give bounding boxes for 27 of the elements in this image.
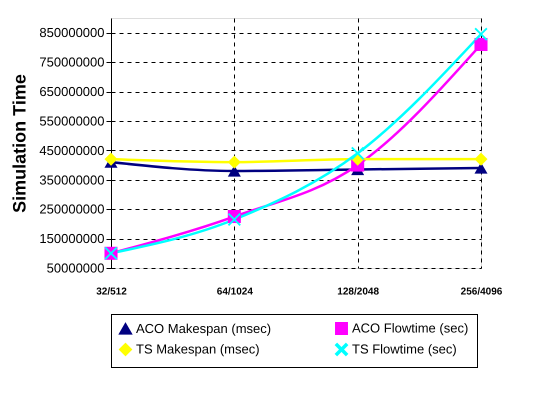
point [228, 165, 241, 177]
y-axis-title: Simulation Time [9, 74, 30, 213]
y-tick-label: 650000000 [39, 84, 104, 100]
x-tick-label: 128/2048 [337, 286, 380, 298]
x-tick-label: 256/4096 [460, 286, 503, 298]
point [474, 38, 488, 51]
y-tick-label: 150000000 [39, 231, 104, 246]
legend-label: TS Makespan (msec) [136, 342, 260, 356]
x-tick-label: 64/1024 [216, 286, 254, 298]
x-tick-label: 32/512 [96, 286, 128, 298]
y-tick-label: 250000000 [39, 202, 104, 217]
point [104, 152, 118, 166]
y-tick-label: 550000000 [39, 113, 104, 128]
point [474, 162, 488, 174]
legend-label: ACO Makespan (msec) [136, 320, 272, 336]
point [228, 156, 241, 169]
point [474, 28, 488, 41]
y-tick-label: 350000000 [39, 172, 104, 188]
point [228, 212, 241, 226]
point [474, 152, 488, 166]
y-tick-label: 750000000 [39, 54, 104, 70]
y-tick-label: 850000000 [39, 25, 104, 40]
legend-label: TS Flowtime (sec) [352, 342, 457, 356]
legend-label: ACO Flowtime (sec) [352, 320, 468, 336]
y-tick-label: 50000000 [46, 260, 104, 276]
point [351, 146, 364, 160]
y-tick-label: 450000000 [39, 142, 104, 158]
